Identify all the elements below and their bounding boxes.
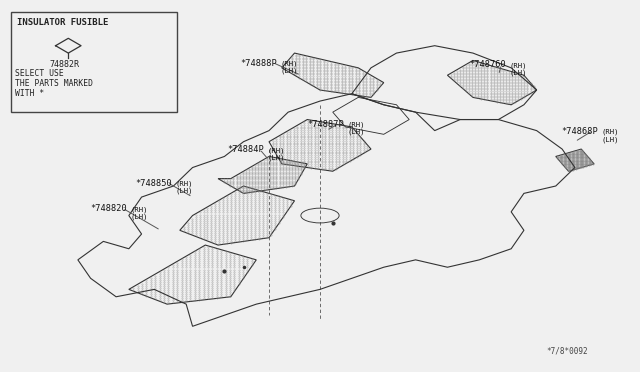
- Text: (RH)
(LH): (RH) (LH): [175, 180, 193, 195]
- Text: 74882R: 74882R: [49, 60, 79, 69]
- Text: *74887P: *74887P: [307, 119, 344, 129]
- Text: (RH)
(LH): (RH) (LH): [280, 61, 298, 74]
- Text: (RH)
(LH): (RH) (LH): [348, 121, 365, 135]
- Text: *748820: *748820: [91, 205, 127, 214]
- Text: *74884P: *74884P: [228, 145, 264, 154]
- FancyBboxPatch shape: [11, 13, 177, 112]
- Text: *7/8*0092: *7/8*0092: [546, 347, 588, 356]
- Text: *74868P: *74868P: [561, 127, 598, 136]
- Text: *748850: *748850: [135, 179, 172, 187]
- Text: *748760: *748760: [470, 61, 506, 70]
- Text: WITH *: WITH *: [15, 89, 45, 98]
- Text: (RH)
(LH): (RH) (LH): [131, 206, 148, 220]
- Text: SELECT USE: SELECT USE: [15, 68, 64, 78]
- Text: (RH)
(LH): (RH) (LH): [510, 62, 527, 76]
- Text: INSULATOR FUSIBLE: INSULATOR FUSIBLE: [17, 18, 109, 27]
- Text: *74888P: *74888P: [241, 59, 277, 68]
- Text: (RH)
(LH): (RH) (LH): [268, 147, 285, 161]
- Text: THE PARTS MARKED: THE PARTS MARKED: [15, 79, 93, 88]
- Text: (RH)
(LH): (RH) (LH): [601, 129, 618, 143]
